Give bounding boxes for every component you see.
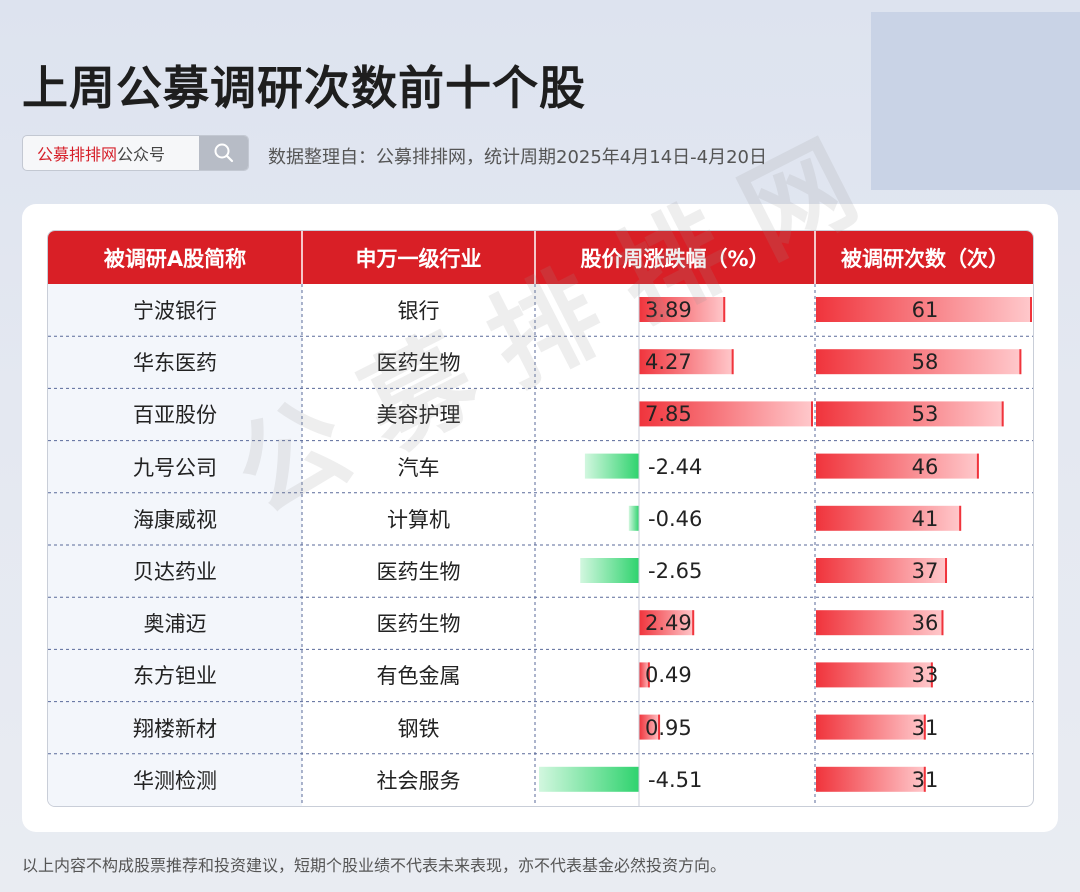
count-bar (816, 297, 1032, 322)
count-value-label: 37 (911, 559, 939, 583)
count-value-label: 31 (911, 715, 939, 740)
change-bar (639, 297, 726, 322)
count-bar (816, 453, 979, 479)
count-value-label: 53 (911, 402, 939, 427)
change-bar-edge (731, 349, 734, 375)
change-bar (639, 662, 650, 688)
column-header: 申万一级行业 (355, 246, 482, 271)
count-value-label: 33 (911, 663, 939, 688)
industry-cell: 汽车 (397, 455, 440, 480)
count-value-label: 61 (911, 298, 939, 322)
count-bar-edge (930, 662, 933, 688)
industry-cell: 钢铁 (397, 716, 440, 741)
corner-panel (871, 12, 1080, 190)
search-icon (214, 143, 233, 163)
industry-cell: 美容护理 (376, 403, 461, 428)
change-bar-edge (723, 297, 726, 322)
stock-name-cell: 海康威视 (133, 507, 217, 532)
column-header: 股价周涨跌幅（%） (580, 246, 770, 271)
count-value-label: 58 (911, 350, 939, 375)
change-value-label: -4.51 (648, 767, 703, 792)
industry-cell: 医药生物 (376, 612, 461, 637)
change-value-label: -2.65 (648, 559, 703, 583)
industry-cell: 计算机 (387, 507, 450, 532)
stock-name-cell: 翔楼新材 (133, 716, 217, 741)
stock-name-cell: 华东医药 (133, 351, 217, 376)
count-bar-edge (1019, 349, 1022, 375)
search-label: 公募排排网 公众号 (23, 136, 199, 170)
change-value-label: 7.85 (645, 402, 692, 427)
change-bar (580, 558, 639, 583)
change-value-label: 2.49 (645, 611, 692, 636)
count-value-label: 41 (911, 506, 939, 531)
stock-name-cell: 九号公司 (133, 455, 217, 480)
count-bar-edge (941, 610, 944, 636)
count-bar (816, 505, 962, 531)
stock-name-cell: 奥浦迈 (143, 612, 207, 637)
search-box[interactable]: 公募排排网 公众号 (22, 135, 249, 171)
change-value-label: 3.89 (645, 298, 692, 322)
change-bar (639, 610, 695, 636)
count-bar (816, 662, 933, 688)
change-bar-edge (692, 610, 695, 636)
industry-cell: 有色金属 (376, 664, 461, 689)
change-bar (639, 714, 661, 740)
stock-name-cell: 华测检测 (133, 768, 217, 793)
count-bar (816, 610, 944, 636)
change-bar (584, 453, 639, 479)
change-bar-edge (647, 662, 650, 688)
change-value-label: 0.49 (645, 663, 692, 688)
industry-cell: 银行 (397, 299, 440, 323)
disclaimer: 以上内容不构成股票推荐和投资建议，短期个股业绩不代表未来表现，亦不代表基金必然投… (22, 856, 727, 875)
column-header: 被调研次数（次） (841, 246, 1009, 271)
count-bar (816, 558, 948, 583)
count-value-label: 31 (911, 767, 939, 792)
count-bar (816, 401, 1004, 427)
count-bar-edge (1001, 401, 1004, 427)
ranking-table: 被调研A股简称 申万一级行业 股价周涨跌幅（%） 被调研次数（次） 宁波银行 银行 3.89… (47, 230, 1034, 807)
count-bar (816, 349, 1022, 375)
search-brand-name: 公募排排网 (37, 145, 118, 164)
count-bar-edge (976, 453, 979, 479)
change-bar-edge (658, 714, 661, 740)
industry-cell: 医药生物 (376, 351, 461, 376)
change-bar (639, 401, 813, 427)
search-brand-suffix: 公众号 (117, 145, 166, 164)
search-button[interactable] (199, 136, 248, 170)
table-card: 被调研A股简称 申万一级行业 股价周涨跌幅（%） 被调研次数（次） 宁波银行 银行 3.89… (22, 204, 1058, 832)
count-bar-edge (1030, 297, 1032, 322)
count-bar-edge (923, 714, 926, 740)
industry-cell: 社会服务 (376, 768, 461, 793)
column-header: 被调研A股简称 (103, 246, 247, 271)
table-grid (48, 231, 1033, 806)
change-bar (628, 505, 639, 531)
change-bar (539, 766, 639, 792)
count-bar-edge (945, 558, 948, 583)
stock-name-cell: 贝达药业 (133, 560, 217, 584)
count-bar-edge (923, 766, 926, 792)
change-value-label: -0.46 (648, 506, 703, 531)
industry-cell: 医药生物 (376, 560, 461, 584)
stock-name-cell: 宁波银行 (133, 299, 217, 323)
change-value-label: -2.44 (648, 454, 703, 479)
stock-name-cell: 百亚股份 (133, 403, 217, 428)
count-bar-edge (959, 505, 962, 531)
header-background (48, 231, 1033, 284)
count-bar (816, 714, 926, 740)
stock-name-cell: 东方钽业 (133, 664, 217, 689)
count-bar (816, 766, 926, 792)
count-value-label: 46 (911, 454, 939, 479)
change-bar-edge (811, 401, 813, 427)
change-value-label: 4.27 (645, 350, 692, 375)
change-bar (639, 349, 734, 375)
data-source-note: 数据整理自：公募排排网，统计周期2025年4月14日-4月20日 (268, 147, 768, 168)
change-value-label: 0.95 (645, 715, 692, 740)
count-value-label: 36 (911, 611, 939, 636)
page-title: 上周公募调研次数前十个股 (22, 61, 586, 115)
